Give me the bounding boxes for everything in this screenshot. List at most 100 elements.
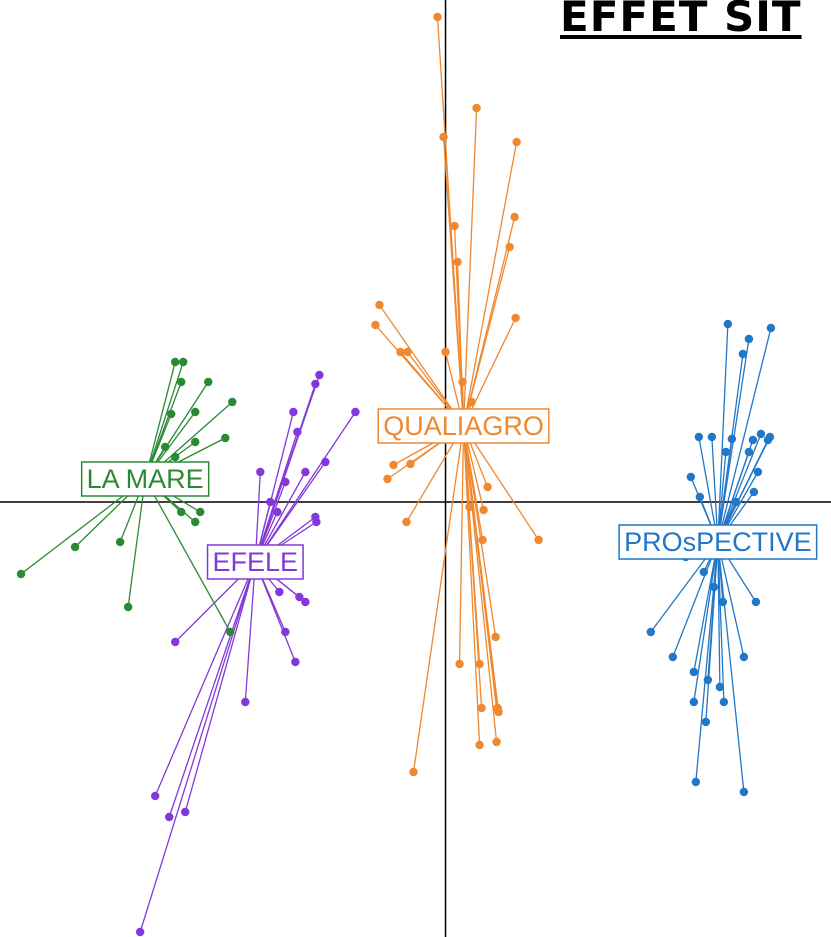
data-point [668, 652, 678, 662]
star-line [693, 541, 719, 673]
series-qualiagro [371, 12, 543, 777]
star-line [717, 541, 745, 793]
data-point [479, 505, 488, 515]
data-point [455, 659, 464, 669]
data-point [315, 370, 324, 380]
data-point [721, 447, 731, 457]
star-line [672, 541, 719, 658]
star-line [462, 107, 478, 427]
data-point [179, 357, 188, 367]
label-la-mare: LA MARE [80, 461, 210, 497]
star-line [144, 361, 184, 480]
star-line [717, 541, 745, 658]
data-point [512, 137, 521, 147]
star-line [462, 141, 518, 427]
data-point [701, 717, 711, 727]
data-point [191, 437, 200, 447]
star-line [705, 541, 719, 723]
data-point [301, 467, 310, 477]
data-point [115, 537, 125, 547]
data-point [534, 535, 543, 545]
data-point [475, 740, 484, 750]
series-label-box [80, 461, 210, 497]
data-point [371, 320, 380, 330]
data-point [723, 319, 733, 329]
data-point [472, 103, 481, 113]
data-point [312, 517, 321, 527]
star-line [412, 425, 465, 773]
label-prospective: PROsPECTIVE [618, 524, 818, 560]
star-line [254, 431, 298, 563]
data-point [273, 507, 282, 517]
data-point [135, 927, 145, 937]
star-line [462, 425, 481, 746]
data-point [738, 349, 748, 359]
star-line [458, 425, 465, 665]
data-point [475, 659, 484, 669]
data-point [510, 212, 519, 222]
series-label-box [618, 524, 818, 560]
data-point [739, 787, 749, 797]
series-label: LA MARE [87, 464, 204, 494]
data-point [450, 221, 459, 231]
data-point [150, 791, 160, 801]
data-point [727, 434, 737, 444]
label-efele: EFELE [206, 544, 304, 580]
star-line [717, 323, 729, 543]
series-efele [135, 370, 360, 937]
data-point [165, 812, 174, 822]
data-point [493, 703, 502, 713]
data-point [707, 432, 717, 442]
data-point [311, 379, 320, 389]
data-point [293, 427, 302, 437]
data-point [226, 627, 235, 637]
data-point [16, 569, 26, 579]
data-point [403, 347, 412, 357]
data-point [477, 703, 486, 713]
star-line [144, 478, 231, 633]
data-point [689, 667, 699, 677]
data-point [402, 517, 411, 527]
star-line [254, 411, 356, 563]
star-line [693, 541, 719, 703]
data-point [281, 627, 290, 637]
series-label: QUALIAGRO [383, 411, 544, 441]
data-point [453, 257, 462, 267]
data-point [160, 442, 170, 452]
data-point [756, 429, 766, 439]
star-line [462, 317, 517, 427]
data-point [739, 652, 749, 662]
data-point [694, 432, 704, 442]
data-point [691, 777, 701, 787]
data-point [289, 407, 298, 417]
data-point [181, 807, 190, 817]
data-point [241, 697, 250, 707]
star-line [184, 561, 256, 813]
series-label: EFELE [213, 547, 299, 577]
star-line [168, 561, 256, 818]
data-point [171, 357, 180, 367]
data-point [744, 447, 754, 457]
data-point [301, 597, 310, 607]
data-point [171, 637, 180, 647]
data-point [751, 597, 761, 607]
star-line [442, 136, 465, 427]
data-point [458, 377, 467, 387]
star-line [139, 561, 256, 933]
star-line [463, 425, 540, 541]
data-point [167, 409, 176, 419]
chart-title: EFFET SIT [560, 0, 802, 41]
data-point [191, 407, 200, 417]
data-point [744, 334, 754, 344]
series-label-box [377, 408, 550, 444]
data-point [221, 433, 230, 443]
data-point [375, 300, 384, 310]
star-line [717, 327, 772, 543]
label-layer: QUALIAGRO PROsPECTIVE EFELE LA MARE [80, 408, 818, 580]
star-line [717, 541, 725, 703]
data-point [686, 472, 696, 482]
data-point [191, 517, 200, 527]
data-point [483, 482, 492, 492]
data-point [256, 467, 265, 477]
